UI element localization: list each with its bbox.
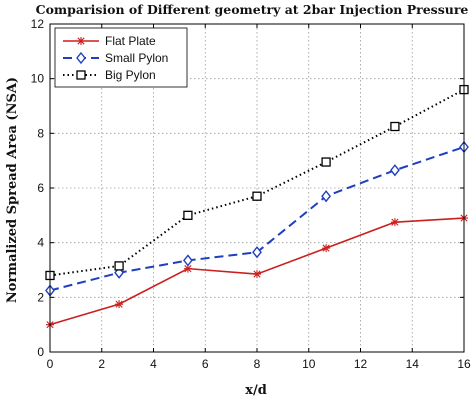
legend-label: Flat Plate <box>105 34 156 48</box>
data-point-small-pylon <box>390 164 400 177</box>
legend-marker <box>77 37 85 45</box>
x-tick-label: 16 <box>457 357 471 371</box>
chart-title: Comparision of Different geometry at 2ba… <box>36 2 469 17</box>
legend-item: Flat Plate <box>63 34 156 48</box>
grid <box>50 24 464 352</box>
legend: Flat Plate Small Pylon Big Pylon <box>54 27 188 88</box>
y-tick-label: 2 <box>37 290 44 304</box>
x-tick-label: 0 <box>47 357 54 371</box>
legend-label: Big Pylon <box>105 68 156 82</box>
x-axis-label: x/d <box>245 383 267 398</box>
data-point-flat-plate <box>115 300 124 309</box>
x-tick-label: 6 <box>202 357 209 371</box>
x-tick-label: 8 <box>254 357 261 371</box>
data-point-small-pylon <box>183 254 193 267</box>
y-tick-label: 10 <box>31 72 45 86</box>
y-tick-label: 0 <box>37 345 44 359</box>
series-flat-plate <box>46 214 468 329</box>
y-tick-label: 8 <box>37 126 44 140</box>
legend-marker <box>76 70 86 80</box>
data-point-flat-plate <box>183 264 192 273</box>
series-layer <box>45 84 469 329</box>
data-point-small-pylon <box>252 246 262 259</box>
data-point-big-pylon <box>321 157 331 167</box>
y-tick-label: 6 <box>37 181 44 195</box>
y-tick-label: 12 <box>31 17 45 31</box>
y-tick-label: 4 <box>37 236 44 250</box>
data-point-flat-plate <box>322 244 331 253</box>
y-axis-label: Normalized Spread Area (NSA) <box>5 77 20 303</box>
legend-label: Small Pylon <box>105 51 168 65</box>
legend-marker <box>76 51 86 65</box>
series-small-pylon <box>45 140 469 297</box>
data-point-big-pylon <box>114 261 124 271</box>
data-point-big-pylon <box>183 210 193 220</box>
x-tick-label: 10 <box>302 357 316 371</box>
data-point-small-pylon <box>321 190 331 203</box>
data-point-flat-plate <box>390 218 399 227</box>
y-axis-ticks: 0 2 4 6 8 10 12 <box>31 17 464 359</box>
x-tick-label: 14 <box>406 357 420 371</box>
x-tick-label: 4 <box>150 357 157 371</box>
data-point-big-pylon <box>390 121 400 132</box>
data-point-flat-plate <box>253 270 261 279</box>
x-tick-label: 2 <box>98 357 105 371</box>
x-tick-label: 12 <box>354 357 368 371</box>
data-point-big-pylon <box>252 191 262 201</box>
legend-item: Big Pylon <box>63 68 156 82</box>
legend-item: Small Pylon <box>63 51 168 65</box>
x-axis-ticks: 0 2 4 6 8 10 12 14 16 <box>47 24 471 371</box>
